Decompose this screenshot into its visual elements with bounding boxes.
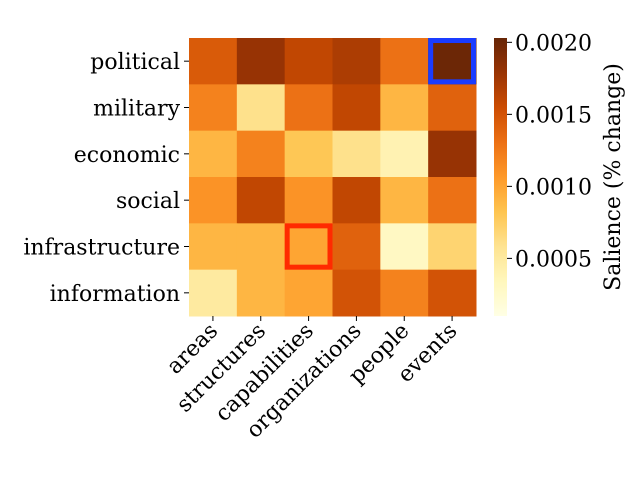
heatmap-cell-economic-structures <box>236 130 286 178</box>
heatmap-cell-infrastructure-people <box>380 223 429 271</box>
heatmap-cell-social-people <box>380 177 429 224</box>
colorbar-tick-label: 0.0020 <box>515 31 592 56</box>
y-tick-label-economic: economic <box>74 143 180 168</box>
heatmap-cell-economic-organizations <box>332 130 381 178</box>
heatmap-cell-economic-people <box>380 130 429 178</box>
heatmap-cell-military-organizations <box>332 84 381 132</box>
heatmap-cell-social-events <box>428 177 477 224</box>
colorbar-label: Salience (% change) <box>601 63 626 291</box>
heatmap-cell-social-organizations <box>332 177 381 224</box>
heatmap-cell-social-areas <box>189 177 238 224</box>
colorbar-tick-label: 0.0015 <box>515 103 592 128</box>
y-tick-label-information: information <box>50 282 180 307</box>
heatmap-cell-economic-areas <box>189 130 238 178</box>
heatmap-cell-information-organizations <box>332 269 381 317</box>
heatmap-cell-information-events <box>428 269 477 317</box>
heatmap-cell-political-events <box>428 38 477 85</box>
heatmap-cell-information-capabilities <box>284 269 333 317</box>
heatmap-cell-infrastructure-events <box>428 223 477 271</box>
heatmap-cell-information-areas <box>189 269 238 317</box>
heatmap-cell-political-organizations <box>332 38 381 85</box>
heatmap-cell-political-people <box>380 38 429 85</box>
highlight-box-infrastructure-capabilities <box>284 223 333 270</box>
y-tick-label-infrastructure: infrastructure <box>23 236 180 261</box>
heatmap-cell-military-events <box>428 84 477 132</box>
heatmap-cell-economic-events <box>428 130 477 178</box>
heatmap-cell-military-people <box>380 84 429 132</box>
y-tick-label-social: social <box>116 189 180 214</box>
heatmap-cell-infrastructure-capabilities <box>284 223 333 271</box>
heatmap-cell-military-structures <box>236 84 286 132</box>
heatmap-cell-political-structures <box>236 38 286 85</box>
heatmap-cell-political-capabilities <box>284 38 333 85</box>
heatmap-cell-political-areas <box>189 38 238 85</box>
heatmap-cell-infrastructure-structures <box>236 223 286 271</box>
heatmap-cell-military-areas <box>189 84 238 132</box>
colorbar-tick-label: 0.0005 <box>515 247 592 272</box>
y-tick-label-military: military <box>93 97 180 122</box>
colorbar <box>494 38 507 316</box>
highlight-box-political-events <box>428 38 476 85</box>
heatmap-cell-infrastructure-organizations <box>332 223 381 271</box>
heatmap-cell-social-structures <box>236 177 286 224</box>
heatmap-cell-military-capabilities <box>284 84 333 132</box>
heatmap-cell-social-capabilities <box>284 177 333 224</box>
y-tick-label-political: political <box>90 50 180 75</box>
heatmap-cell-information-structures <box>236 269 286 317</box>
heatmap-cell-infrastructure-areas <box>189 223 238 271</box>
heatmap-cell-economic-capabilities <box>284 130 333 178</box>
heatmap-cell-information-people <box>380 269 429 317</box>
colorbar-tick-label: 0.0010 <box>515 175 592 200</box>
